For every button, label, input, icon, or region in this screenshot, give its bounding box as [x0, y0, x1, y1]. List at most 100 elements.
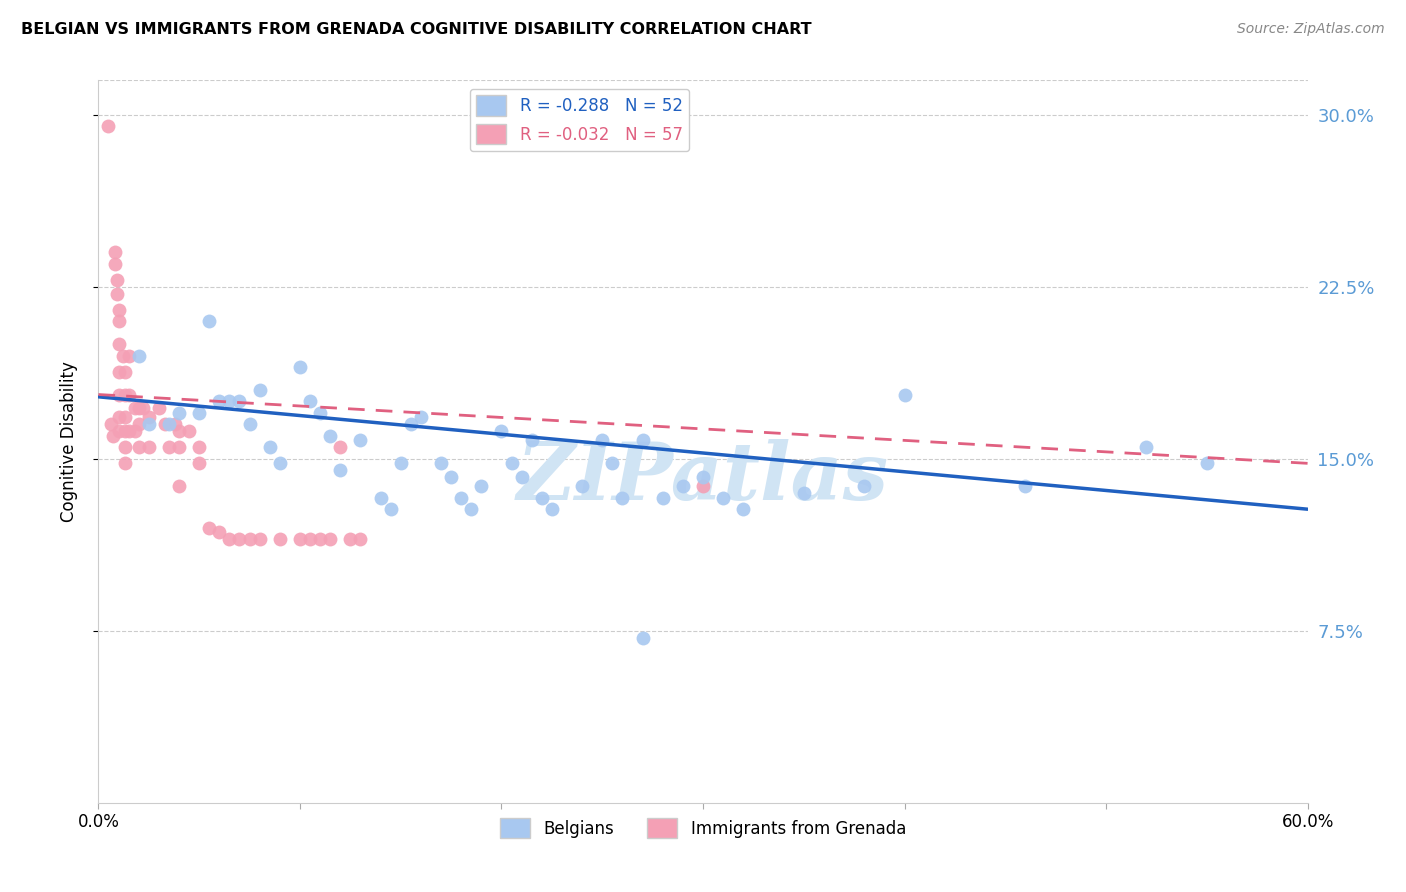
Point: [339, 532, 361, 546]
Point: [107, 314, 129, 328]
Point: [470, 479, 492, 493]
Point: [114, 387, 136, 401]
Point: [101, 429, 124, 443]
Point: [107, 424, 129, 438]
Point: [510, 470, 533, 484]
Point: [591, 434, 613, 448]
Point: [218, 532, 240, 546]
Point: [319, 532, 342, 546]
Point: [612, 491, 634, 505]
Point: [631, 631, 654, 645]
Point: [530, 491, 553, 505]
Point: [1195, 456, 1218, 470]
Point: [571, 479, 593, 493]
Point: [389, 456, 412, 470]
Point: [520, 434, 543, 448]
Point: [188, 406, 211, 420]
Point: [153, 417, 176, 432]
Point: [299, 532, 322, 546]
Point: [853, 479, 876, 493]
Point: [249, 383, 271, 397]
Point: [118, 349, 141, 363]
Point: [651, 491, 673, 505]
Point: [249, 532, 271, 546]
Point: [602, 456, 624, 470]
Point: [672, 479, 695, 493]
Point: [100, 417, 122, 432]
Point: [711, 491, 734, 505]
Point: [114, 365, 136, 379]
Point: [269, 532, 291, 546]
Y-axis label: Cognitive Disability: Cognitive Disability: [59, 361, 77, 522]
Point: [128, 401, 150, 416]
Point: [114, 456, 136, 470]
Point: [208, 394, 231, 409]
Point: [198, 520, 221, 534]
Point: [128, 349, 150, 363]
Point: [288, 359, 311, 374]
Point: [893, 387, 915, 401]
Point: [167, 440, 190, 454]
Point: [167, 406, 190, 420]
Point: [218, 394, 240, 409]
Point: [188, 440, 211, 454]
Point: [349, 434, 371, 448]
Point: [540, 502, 562, 516]
Point: [111, 349, 134, 363]
Point: [114, 424, 136, 438]
Point: [460, 502, 482, 516]
Point: [157, 440, 180, 454]
Point: [103, 245, 125, 260]
Point: [228, 532, 250, 546]
Point: [329, 440, 352, 454]
Point: [501, 456, 523, 470]
Point: [370, 491, 392, 505]
Point: [138, 417, 160, 432]
Point: [692, 470, 714, 484]
Point: [299, 394, 322, 409]
Point: [179, 424, 201, 438]
Point: [167, 479, 190, 493]
Point: [288, 532, 311, 546]
Point: [128, 440, 150, 454]
Text: BELGIAN VS IMMIGRANTS FROM GRENADA COGNITIVE DISABILITY CORRELATION CHART: BELGIAN VS IMMIGRANTS FROM GRENADA COGNI…: [21, 22, 811, 37]
Point: [450, 491, 472, 505]
Point: [198, 314, 221, 328]
Point: [132, 401, 155, 416]
Point: [349, 532, 371, 546]
Point: [399, 417, 422, 432]
Point: [148, 401, 170, 416]
Point: [124, 424, 146, 438]
Point: [163, 417, 186, 432]
Point: [138, 440, 160, 454]
Point: [239, 417, 262, 432]
Point: [157, 417, 180, 432]
Point: [491, 424, 513, 438]
Point: [107, 387, 129, 401]
Point: [167, 424, 190, 438]
Point: [105, 286, 128, 301]
Point: [631, 434, 654, 448]
Point: [107, 410, 129, 425]
Point: [124, 401, 146, 416]
Point: [97, 119, 120, 133]
Point: [107, 302, 129, 317]
Point: [309, 532, 332, 546]
Legend: Belgians, Immigrants from Grenada: Belgians, Immigrants from Grenada: [494, 812, 912, 845]
Point: [1135, 440, 1157, 454]
Point: [118, 387, 141, 401]
Point: [239, 532, 262, 546]
Point: [309, 406, 332, 420]
Point: [208, 525, 231, 540]
Point: [380, 502, 402, 516]
Point: [692, 479, 714, 493]
Point: [188, 456, 211, 470]
Point: [269, 456, 291, 470]
Point: [228, 394, 250, 409]
Point: [128, 417, 150, 432]
Point: [329, 463, 352, 477]
Point: [733, 502, 755, 516]
Point: [138, 410, 160, 425]
Text: ZIPatlas: ZIPatlas: [517, 439, 889, 516]
Point: [319, 429, 342, 443]
